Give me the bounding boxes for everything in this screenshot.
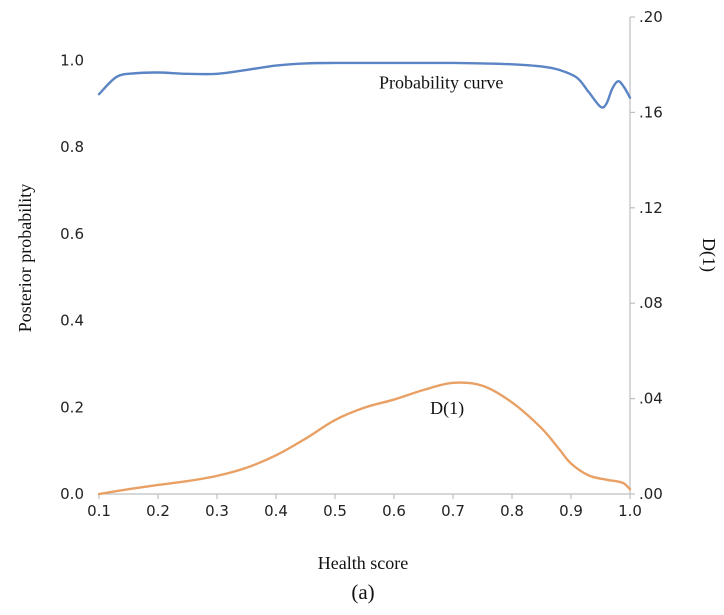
right-y-tick-label: .04 bbox=[639, 390, 663, 408]
x-tick-labels: 0.1 0.2 0.3 0.4 0.5 0.6 0.7 0.8 0.9 1.0 bbox=[87, 494, 642, 520]
left-y-tick-label: 0.0 bbox=[60, 485, 84, 503]
right-y-axis-title: D(1) bbox=[698, 238, 719, 272]
left-y-tick-label: 0.6 bbox=[60, 225, 84, 243]
x-tick-label: 0.1 bbox=[87, 502, 111, 520]
right-y-tick-labels: .00 .04 .08 .12 .16 .20 bbox=[630, 8, 663, 503]
series-layer bbox=[97, 61, 632, 496]
left-y-tick-label: 0.4 bbox=[60, 312, 84, 330]
left-y-tick-labels: 0.0 0.2 0.4 0.6 0.8 1.0 bbox=[60, 51, 84, 503]
left-y-tick-label: 0.8 bbox=[60, 138, 84, 156]
x-tick-label: 0.7 bbox=[441, 502, 465, 520]
x-tick-label: 0.5 bbox=[323, 502, 347, 520]
right-y-tick-label: .16 bbox=[639, 103, 663, 121]
left-y-tick-label: 0.2 bbox=[60, 398, 84, 416]
series-annotation: D(1) bbox=[430, 398, 464, 419]
annotation-layer: Probability curve D(1) bbox=[379, 73, 503, 419]
series-line-probability-curve bbox=[97, 61, 632, 109]
right-y-tick-label: .20 bbox=[639, 8, 663, 26]
x-tick-label: 1.0 bbox=[618, 502, 642, 520]
right-y-tick-label: .12 bbox=[639, 199, 663, 217]
x-tick-label: 0.8 bbox=[500, 502, 524, 520]
x-tick-label: 0.4 bbox=[264, 502, 288, 520]
series-annotation: Probability curve bbox=[379, 73, 503, 93]
left-y-axis-title: Posterior probability bbox=[15, 184, 35, 332]
series-line-d-1 bbox=[97, 381, 632, 496]
x-tick-label: 0.6 bbox=[382, 502, 406, 520]
x-axis-title: Health score bbox=[318, 553, 408, 573]
x-tick-label: 0.9 bbox=[559, 502, 583, 520]
panel-label: (a) bbox=[351, 580, 374, 604]
x-tick-label: 0.2 bbox=[146, 502, 170, 520]
right-y-tick-label: .00 bbox=[639, 485, 663, 503]
x-tick-label: 0.3 bbox=[205, 502, 229, 520]
axes bbox=[99, 17, 631, 495]
right-y-tick-label: .08 bbox=[639, 294, 663, 312]
left-y-tick-label: 1.0 bbox=[60, 51, 84, 69]
